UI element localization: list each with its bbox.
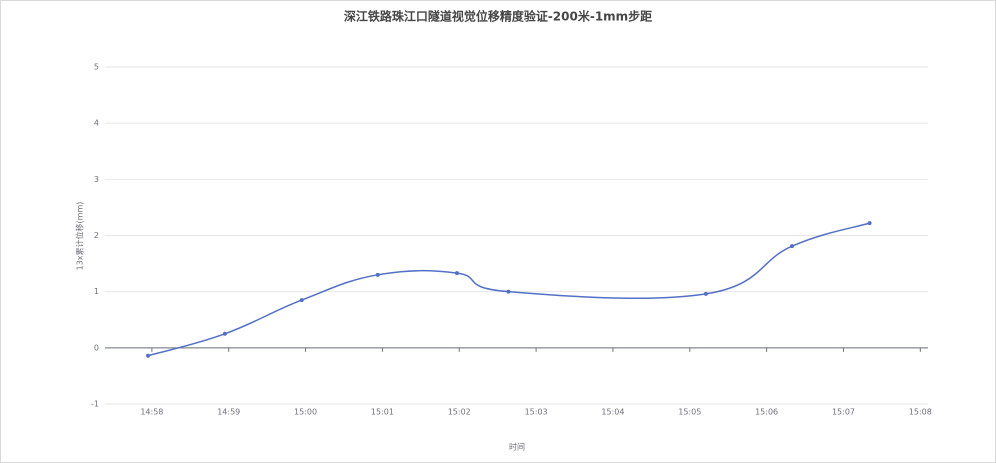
point bbox=[867, 221, 872, 226]
y-tick-label: 4 bbox=[94, 119, 99, 128]
x-tick-label: 14:59 bbox=[217, 408, 240, 417]
chart-title: 深江铁路珠江口隧道视觉位移精度验证-200米-1mm步距 bbox=[344, 9, 652, 24]
point bbox=[375, 272, 380, 277]
point bbox=[299, 298, 304, 303]
x-tick-label: 14:58 bbox=[140, 408, 163, 417]
y-tick-label: 1 bbox=[94, 287, 99, 296]
y-tick-label: 2 bbox=[94, 231, 99, 240]
y-tick-label: 5 bbox=[94, 63, 99, 72]
point bbox=[146, 353, 151, 358]
line bbox=[147, 222, 870, 357]
point bbox=[506, 289, 511, 294]
x-axis-label: 时间 bbox=[509, 442, 525, 452]
x-tick-label: 15:00 bbox=[294, 408, 317, 417]
x-tick-label: 15:02 bbox=[448, 408, 471, 417]
x-tick-label: 15:05 bbox=[678, 408, 701, 417]
y-tick-label: 3 bbox=[94, 175, 99, 184]
x-tick-label: 15:03 bbox=[525, 408, 548, 417]
point bbox=[222, 331, 227, 336]
x-tick-label: 15:07 bbox=[832, 408, 855, 417]
point bbox=[703, 291, 708, 296]
point bbox=[789, 244, 794, 249]
x-tick-label: 15:04 bbox=[601, 408, 624, 417]
x-tick-label: 15:01 bbox=[371, 408, 394, 417]
y-tick-label: 0 bbox=[94, 343, 99, 352]
x-tick-label: 15:06 bbox=[755, 408, 778, 417]
x-tick-label: 15:08 bbox=[909, 408, 932, 417]
y-tick-label: -1 bbox=[91, 400, 99, 409]
y-axis-label: 13x累计位移(mm) bbox=[75, 202, 85, 271]
point bbox=[454, 271, 459, 276]
